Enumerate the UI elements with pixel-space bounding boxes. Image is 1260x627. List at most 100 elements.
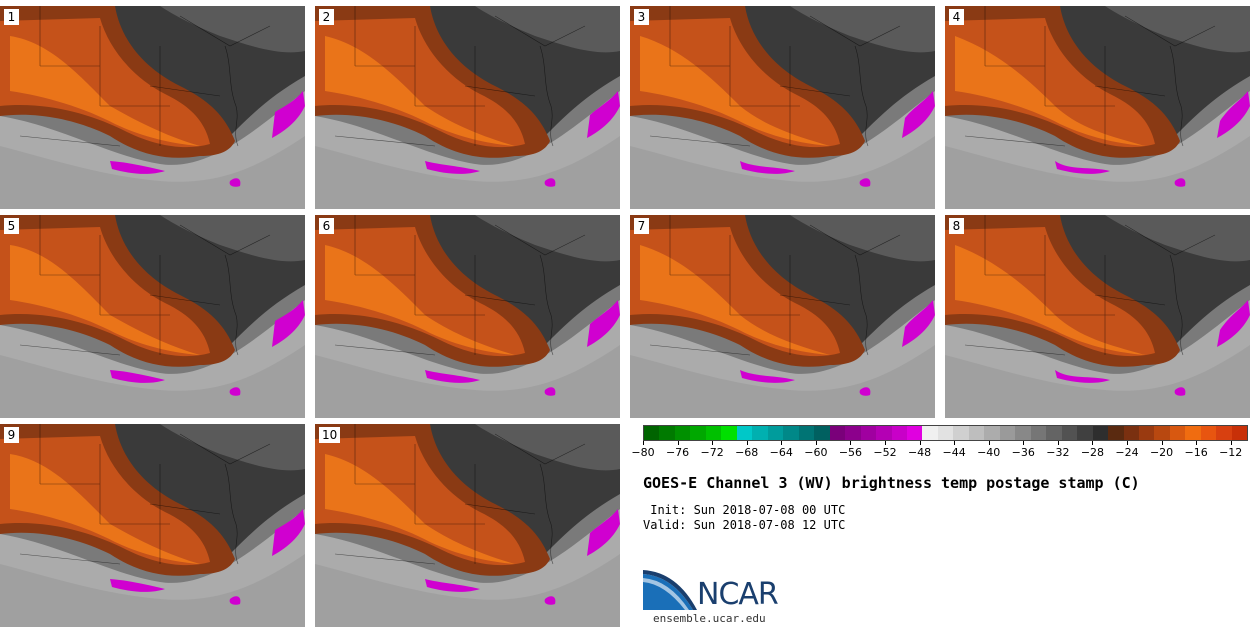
colorbar-tick-label: −28: [1080, 446, 1105, 459]
colorbar-tick: [850, 441, 852, 445]
colorbar-segment: [674, 426, 691, 440]
colorbar-segment: [690, 426, 706, 440]
colorbar-ticks: −80 −76 −72 −68 −64 −60 −56 −52 −48 −44 −40 −36 −32−…: [631, 441, 1248, 461]
colorbar-segment: [922, 426, 938, 440]
colorbar-tick-label: −64: [769, 446, 793, 459]
colorbar-tick: [677, 441, 679, 445]
logo-url: ensemble.ucar.edu: [653, 612, 766, 625]
colorbar-tick: [1161, 441, 1163, 445]
water-vapor-map: [0, 424, 305, 627]
colorbar-tick: [1230, 441, 1232, 445]
colorbar-tick-label: −36: [1011, 446, 1035, 459]
panel-number: 4: [949, 9, 964, 25]
colorbar-segment: [1061, 426, 1078, 440]
colorbar-segment: [1185, 426, 1201, 440]
postage-stamp-panel: 10: [315, 424, 620, 627]
colorbar-segment: [721, 426, 737, 440]
colorbar-segment: [783, 426, 799, 440]
panel-number: 3: [634, 9, 649, 25]
colorbar-segment: [829, 426, 846, 440]
colorbar: [643, 425, 1248, 441]
colorbar-tick-label: −80: [631, 446, 655, 459]
colorbar-tick: [781, 441, 783, 445]
colorbar-tick: [885, 441, 886, 445]
colorbar-tick-label: −20: [1149, 446, 1174, 459]
colorbar-tick-label: −68: [735, 446, 759, 459]
colorbar-segment: [1030, 426, 1047, 440]
postage-stamp-panel: 6: [315, 215, 620, 418]
colorbar-tick-label: −16: [1184, 446, 1208, 459]
colorbar-segment: [1200, 426, 1217, 440]
colorbar-segment: [1139, 426, 1155, 440]
colorbar-segment: [860, 426, 877, 440]
colorbar-segment: [659, 426, 675, 440]
colorbar-tick: [1023, 441, 1025, 445]
colorbar-segment: [1077, 426, 1093, 440]
postage-stamp-panel: 5: [0, 215, 305, 418]
colorbar-tick-label: −24: [1115, 446, 1139, 459]
water-vapor-map: [945, 215, 1250, 418]
colorbar-segment: [1231, 426, 1248, 440]
valid-time: Valid: Sun 2018-07-08 12 UTC: [643, 518, 846, 532]
colorbar-segment: [1169, 426, 1186, 440]
colorbar-tick: [712, 441, 714, 445]
colorbar-tick-label: −76: [665, 446, 690, 459]
colorbar-segment: [1123, 426, 1139, 440]
colorbar-segment: [644, 426, 660, 440]
colorbar-segment: [906, 426, 923, 440]
colorbar-tick: [1057, 441, 1059, 445]
colorbar-segment: [999, 426, 1016, 440]
panel-number: 7: [634, 218, 649, 234]
postage-stamp-panel: 1: [0, 6, 305, 209]
colorbar-tick-label: −40: [977, 446, 1001, 459]
colorbar-tick: [815, 441, 817, 445]
colorbar-segment: [705, 426, 722, 440]
colorbar-tick: [1196, 441, 1198, 445]
water-vapor-map: [315, 6, 620, 209]
colorbar-tick-label: −44: [942, 446, 966, 459]
colorbar-segment: [953, 426, 969, 440]
postage-stamp-panel: 4: [945, 6, 1250, 209]
colorbar-tick: [746, 441, 748, 445]
postage-stamp-panel: 2: [315, 6, 620, 209]
colorbar-segment: [984, 426, 1000, 440]
colorbar-segment: [814, 426, 830, 440]
ncar-logo-icon: [643, 570, 697, 610]
colorbar-tick-label: −52: [873, 446, 897, 459]
water-vapor-map: [0, 215, 305, 418]
postage-stamp-panel: 8: [945, 215, 1250, 418]
panel-number: 1: [4, 9, 19, 25]
colorbar-segment: [752, 426, 768, 440]
colorbar-segment: [736, 426, 753, 440]
colorbar-segment: [891, 426, 907, 440]
panel-number: 5: [4, 218, 19, 234]
colorbar-tick-label: −12: [1219, 446, 1243, 459]
colorbar-tick-label: −60: [804, 446, 828, 459]
water-vapor-map: [630, 215, 935, 418]
colorbar-tick-label: −32: [1046, 446, 1070, 459]
water-vapor-map: [315, 215, 620, 418]
panel-number: 2: [319, 9, 334, 25]
colorbar-segment: [1015, 426, 1031, 440]
postage-stamp-panel: 7: [630, 215, 935, 418]
colorbar-tick: [1127, 441, 1128, 445]
panel-number: 10: [319, 427, 341, 443]
colorbar-tick: [954, 441, 956, 445]
logo-text: NCAR: [697, 577, 779, 612]
colorbar-segment: [767, 426, 784, 440]
panel-number: 8: [949, 218, 964, 234]
colorbar-segment: [968, 426, 985, 440]
colorbar-segment: [845, 426, 861, 440]
colorbar-tick: [919, 441, 921, 445]
colorbar-tick-label: −56: [838, 446, 863, 459]
colorbar-segment: [1154, 426, 1170, 440]
water-vapor-map: [0, 6, 305, 209]
colorbar-tick-label: −72: [700, 446, 724, 459]
colorbar-segment: [1108, 426, 1124, 440]
water-vapor-map: [315, 424, 620, 627]
colorbar-segment: [1092, 426, 1109, 440]
colorbar-tick: [988, 441, 990, 445]
panel-number: 6: [319, 218, 334, 234]
water-vapor-map: [945, 6, 1250, 209]
colorbar-segment: [1046, 426, 1062, 440]
